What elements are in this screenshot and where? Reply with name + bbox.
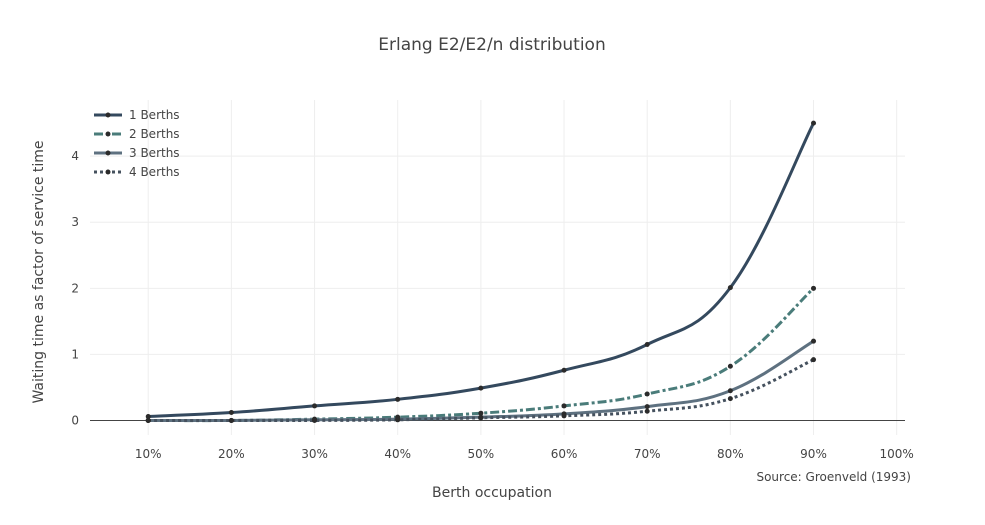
data-point[interactable] bbox=[478, 385, 484, 391]
data-point[interactable] bbox=[312, 417, 318, 423]
x-tick-label: 10% bbox=[135, 447, 162, 461]
data-point[interactable] bbox=[727, 396, 733, 402]
legend-marker bbox=[105, 169, 111, 175]
legend-label: 3 Berths bbox=[129, 146, 180, 160]
x-tick-label: 80% bbox=[717, 447, 744, 461]
x-tick-label: 70% bbox=[634, 447, 661, 461]
legend-label: 2 Berths bbox=[129, 127, 180, 141]
data-point[interactable] bbox=[561, 403, 567, 409]
legend-label: 1 Berths bbox=[129, 108, 180, 122]
data-point[interactable] bbox=[228, 417, 234, 423]
x-tick-label: 20% bbox=[218, 447, 245, 461]
legend-marker bbox=[105, 112, 111, 118]
x-tick-label: 60% bbox=[551, 447, 578, 461]
legend[interactable]: 1 Berths 2 Berths 3 Berths 4 Berths bbox=[94, 108, 180, 179]
x-tick-label: 100% bbox=[880, 447, 914, 461]
source-annotation: Source: Groenveld (1993) bbox=[756, 470, 911, 484]
data-point[interactable] bbox=[228, 410, 234, 416]
data-point[interactable] bbox=[644, 341, 650, 347]
data-point[interactable] bbox=[811, 338, 817, 344]
legend-item[interactable]: 1 Berths bbox=[94, 108, 180, 122]
data-point[interactable] bbox=[395, 396, 401, 402]
y-tick-label: 0 bbox=[71, 413, 79, 427]
y-tick-labels: 0 1 2 3 4 bbox=[71, 149, 79, 427]
chart-title: Erlang E2/E2/n distribution bbox=[378, 35, 605, 55]
data-point[interactable] bbox=[312, 403, 318, 409]
x-tick-label: 40% bbox=[384, 447, 411, 461]
gridlines bbox=[90, 100, 905, 435]
x-tick-label: 30% bbox=[301, 447, 328, 461]
x-axis-label: Berth occupation bbox=[432, 485, 552, 501]
data-point[interactable] bbox=[561, 367, 567, 373]
data-point[interactable] bbox=[561, 413, 567, 419]
legend-label: 4 Berths bbox=[129, 165, 180, 179]
data-point[interactable] bbox=[727, 388, 733, 394]
data-point[interactable] bbox=[644, 408, 650, 414]
data-point[interactable] bbox=[811, 285, 817, 291]
legend-marker bbox=[105, 150, 111, 156]
legend-item[interactable]: 3 Berths bbox=[94, 146, 180, 160]
data-point[interactable] bbox=[727, 285, 733, 291]
data-point[interactable] bbox=[478, 410, 484, 416]
data-point[interactable] bbox=[811, 120, 817, 126]
data-point[interactable] bbox=[145, 417, 151, 423]
data-point[interactable] bbox=[395, 417, 401, 423]
legend-marker bbox=[105, 131, 111, 137]
data-point[interactable] bbox=[145, 413, 151, 419]
legend-item[interactable]: 4 Berths bbox=[94, 165, 180, 179]
data-point[interactable] bbox=[811, 357, 817, 363]
y-tick-label: 1 bbox=[71, 347, 79, 361]
data-point[interactable] bbox=[644, 404, 650, 410]
y-tick-label: 4 bbox=[71, 149, 79, 163]
legend-item[interactable]: 2 Berths bbox=[94, 127, 180, 141]
y-tick-label: 3 bbox=[71, 215, 79, 229]
data-point[interactable] bbox=[644, 391, 650, 397]
data-point[interactable] bbox=[478, 415, 484, 421]
y-tick-label: 2 bbox=[71, 281, 79, 295]
x-tick-labels: 10% 20% 30% 40% 50% 60% 70% 80% 90% 100% bbox=[135, 447, 914, 461]
data-point[interactable] bbox=[727, 363, 733, 369]
y-axis-label: Waiting time as factor of service time bbox=[31, 140, 47, 403]
x-tick-label: 90% bbox=[800, 447, 827, 461]
x-tick-label: 50% bbox=[468, 447, 495, 461]
series-markers bbox=[145, 120, 817, 423]
